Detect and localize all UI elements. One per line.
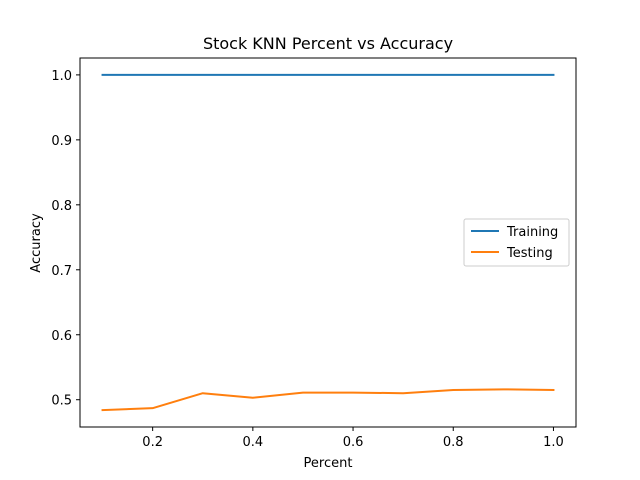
y-tick-label: 0.5	[51, 394, 72, 409]
axes-frame	[79, 57, 577, 428]
y-tick-label: 0.6	[51, 329, 72, 344]
x-tick-label: 1.0	[543, 435, 564, 450]
y-axis-label: Accuracy	[29, 213, 44, 273]
x-tick-label: 0.8	[443, 435, 464, 450]
y-tick-label: 0.8	[51, 199, 72, 214]
plot-area: 0.2 0.4 0.6 0.8 1.0 0.5 0.6 0.7 0.8 0.9 1.0	[51, 57, 577, 450]
x-tick-label: 0.6	[343, 435, 364, 450]
legend: Training Testing	[463, 218, 570, 267]
y-tick-label: 1.0	[51, 69, 72, 84]
legend-label-training: Training	[506, 225, 558, 240]
x-axis-label: Percent	[304, 456, 353, 471]
x-tick-label: 0.2	[142, 435, 163, 450]
y-tick-label: 0.9	[51, 134, 72, 149]
legend-label-testing: Testing	[506, 246, 553, 261]
chart-title: Stock KNN Percent vs Accuracy	[203, 34, 453, 53]
series-line-testing	[101, 388, 555, 412]
y-tick-label: 0.7	[51, 264, 72, 279]
x-tick-label: 0.4	[243, 435, 264, 450]
